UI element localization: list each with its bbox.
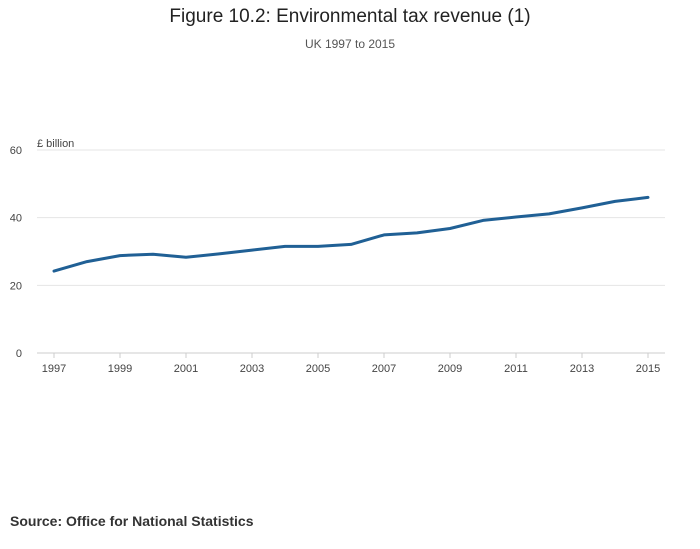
x-tick-label: 1999 <box>108 363 132 375</box>
x-tick-label: 2005 <box>306 363 330 375</box>
y-tick-label: 0 <box>16 348 22 360</box>
x-tick-label: 2013 <box>570 363 594 375</box>
series-line <box>52 195 650 273</box>
series-lines <box>52 195 650 273</box>
y-tick-label: 40 <box>10 213 22 225</box>
y-tick-label: 60 <box>10 145 22 157</box>
x-tick-labels: 1997 1999 2001 2003 2005 2007 2009 2011 2013 2015 <box>42 363 660 375</box>
x-tick-label: 2011 <box>504 363 528 375</box>
y-tick-label: 20 <box>10 280 22 292</box>
x-tick-label: 1997 <box>42 363 66 375</box>
x-axis <box>37 352 665 358</box>
x-tick-label: 2015 <box>636 363 660 375</box>
x-tick-label: 2009 <box>438 363 462 375</box>
y-axis-label: £ billion <box>37 138 74 150</box>
x-tick-label: 2007 <box>372 363 396 375</box>
y-tick-labels: 0 20 40 60 <box>10 145 22 360</box>
x-tick-label: 2001 <box>174 363 198 375</box>
x-tick-label: 2003 <box>240 363 264 375</box>
chart-title: Figure 10.2: Environmental tax revenue (… <box>169 6 531 27</box>
y-gridlines <box>37 149 665 286</box>
chart-subtitle: UK 1997 to 2015 <box>304 37 396 51</box>
source-note: Source: Office for National Statistics <box>10 513 254 529</box>
